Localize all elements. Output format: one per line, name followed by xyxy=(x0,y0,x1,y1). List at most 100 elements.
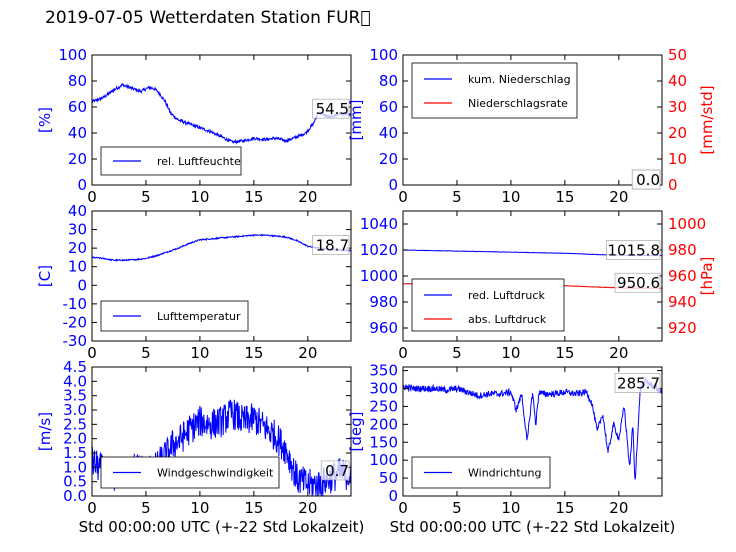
x-tick-label: 0 xyxy=(398,499,408,517)
x-tick-label: 10 xyxy=(501,344,520,362)
legend-entry: kum. Niederschlag xyxy=(468,73,571,86)
series-line-lufttemperatur xyxy=(92,233,351,262)
legend-entry: abs. Luftdruck xyxy=(468,313,547,326)
y-tick-label: 2.0 xyxy=(63,430,87,448)
legend: kum. Niederschlag Niederschlagsrate xyxy=(411,62,578,119)
chart-temperature: 0 5 10 15 20-30-20-10010203040[C]18.7Lufttem… xyxy=(36,202,352,362)
y-tick-label: 1.5 xyxy=(63,444,87,462)
x-tick-label: 5 xyxy=(452,188,462,206)
x-tick-label: 15 xyxy=(244,499,263,517)
value-box xyxy=(631,169,661,190)
y-tick-label: -10 xyxy=(63,295,88,313)
x-tick-label: 20 xyxy=(609,188,628,206)
x-axis-label: Std 00:00:00 UTC (+-22 Std Lokalzeit) xyxy=(79,518,365,536)
y-axis-label: [deg] xyxy=(347,412,365,452)
y2-axis-label: [hPa] xyxy=(698,257,716,296)
y-tick-label: 200 xyxy=(369,415,398,433)
legend-box xyxy=(411,62,578,119)
y-tick-label: 2.5 xyxy=(63,415,87,433)
x-tick-label: 0 xyxy=(87,499,97,517)
y-tick-label: 50 xyxy=(379,469,398,487)
y2-tick-label: 20 xyxy=(668,124,687,142)
x-tick-label: 5 xyxy=(452,499,462,517)
legend: Lufttemperatur xyxy=(100,300,249,332)
y-tick-label: 20 xyxy=(68,150,87,168)
x-tick-label: 5 xyxy=(141,188,151,206)
y-tick-label: 80 xyxy=(379,72,398,90)
y2-tick-label: 30 xyxy=(668,98,687,116)
y2-tick-label: 10 xyxy=(668,150,687,168)
x-tick-label: 20 xyxy=(298,344,317,362)
y2-tick-label: 1000 xyxy=(668,215,706,233)
y-tick-label: 300 xyxy=(369,380,398,398)
y2-tick-label: 50 xyxy=(668,46,687,64)
y-tick-label: 1000 xyxy=(360,267,398,285)
x-tick-label: 5 xyxy=(141,499,151,517)
y2-axis-label: [mm/std] xyxy=(698,85,716,154)
y-tick-label: 3.5 xyxy=(63,387,87,405)
x-tick-label: 10 xyxy=(190,344,209,362)
plot-frame xyxy=(91,366,352,497)
y-tick-label: 0 xyxy=(77,176,87,194)
value-box xyxy=(606,240,661,260)
x-tick-label: 15 xyxy=(244,188,263,206)
y-tick-label: 80 xyxy=(68,72,87,90)
legend: rel. Luftfeuchte xyxy=(100,146,242,176)
legend-box xyxy=(100,456,280,489)
y-tick-label: 4.5 xyxy=(63,358,87,376)
y-tick-label: 150 xyxy=(369,433,398,451)
y-axis-label: [m/s] xyxy=(36,412,54,451)
y2-tick-label: 980 xyxy=(668,241,697,259)
x-tick-label: 20 xyxy=(609,499,628,517)
legend-entry: Niederschlagsrate xyxy=(468,97,568,110)
x-tick-label: 0 xyxy=(87,188,97,206)
y-tick-label: 0 xyxy=(388,487,398,505)
y-tick-label: 60 xyxy=(379,98,398,116)
value-box xyxy=(312,98,350,119)
chart-precip: 0 5 10 15 20 0 20 40 60 80 100 0 10 20 30 40 50 [mm] [mm/s… xyxy=(347,46,716,206)
y2-tick-label: 920 xyxy=(668,319,697,337)
x-tick-label: 0 xyxy=(398,344,408,362)
y2-tick-label: 40 xyxy=(668,72,687,90)
y-tick-label: 40 xyxy=(68,124,87,142)
x-tick-label: 15 xyxy=(555,188,574,206)
y-tick-label: -30 xyxy=(63,332,88,350)
value-box xyxy=(312,235,350,255)
y-tick-label: 980 xyxy=(369,293,398,311)
plot-frame xyxy=(91,210,352,342)
x-tick-label: 10 xyxy=(501,188,520,206)
current-value-label: 285.7 xyxy=(617,375,660,393)
y-tick-label: 100 xyxy=(369,46,398,64)
y-tick-label: 100 xyxy=(58,46,87,64)
current-value-label: 950.6 xyxy=(617,274,660,292)
current-value-label: 18.7 xyxy=(316,237,349,255)
legend: Windgeschwindigkeit xyxy=(100,456,280,489)
x-tick-label: 5 xyxy=(141,344,151,362)
y-tick-label: 0.5 xyxy=(63,473,87,491)
value-box xyxy=(614,272,661,293)
y-tick-label: 0.0 xyxy=(63,487,87,505)
chart-pressure: 0 5 10 15 20 960 980 1000 1020 1040 920 940 960 980 10… xyxy=(360,210,716,362)
chart-wind-speed: 0 5 10 15 20 0.00.51.01.52.02.53.03.54.04.5 [m… xyxy=(36,358,364,536)
y-tick-label: 3.0 xyxy=(63,401,87,419)
y-tick-label: 1020 xyxy=(360,241,398,259)
y-tick-label: 40 xyxy=(379,124,398,142)
current-value-label: 1015.8 xyxy=(608,241,661,259)
x-axis-label: Std 00:00:00 UTC (+-22 Std Lokalzeit) xyxy=(390,518,676,536)
current-value-label: 0.7 xyxy=(325,462,349,480)
y-tick-label: 960 xyxy=(369,319,398,337)
y-tick-label: 250 xyxy=(369,397,398,415)
legend: red. Luftdruck abs. Luftdruck xyxy=(411,278,565,332)
current-value-label: 54.5 xyxy=(316,100,349,118)
y-tick-label: 1040 xyxy=(360,215,398,233)
y-tick-label: 40 xyxy=(68,202,87,220)
x-tick-label: 15 xyxy=(244,344,263,362)
x-tick-label: 10 xyxy=(190,188,209,206)
page-title: 2019-07-05 Wetterdaten Station FUR  xyxy=(45,8,371,28)
y2-tick-label: 0 xyxy=(668,176,678,194)
x-tick-label: 20 xyxy=(298,499,317,517)
y-axis-label: [mm] xyxy=(347,100,365,141)
x-tick-label: 10 xyxy=(501,499,520,517)
